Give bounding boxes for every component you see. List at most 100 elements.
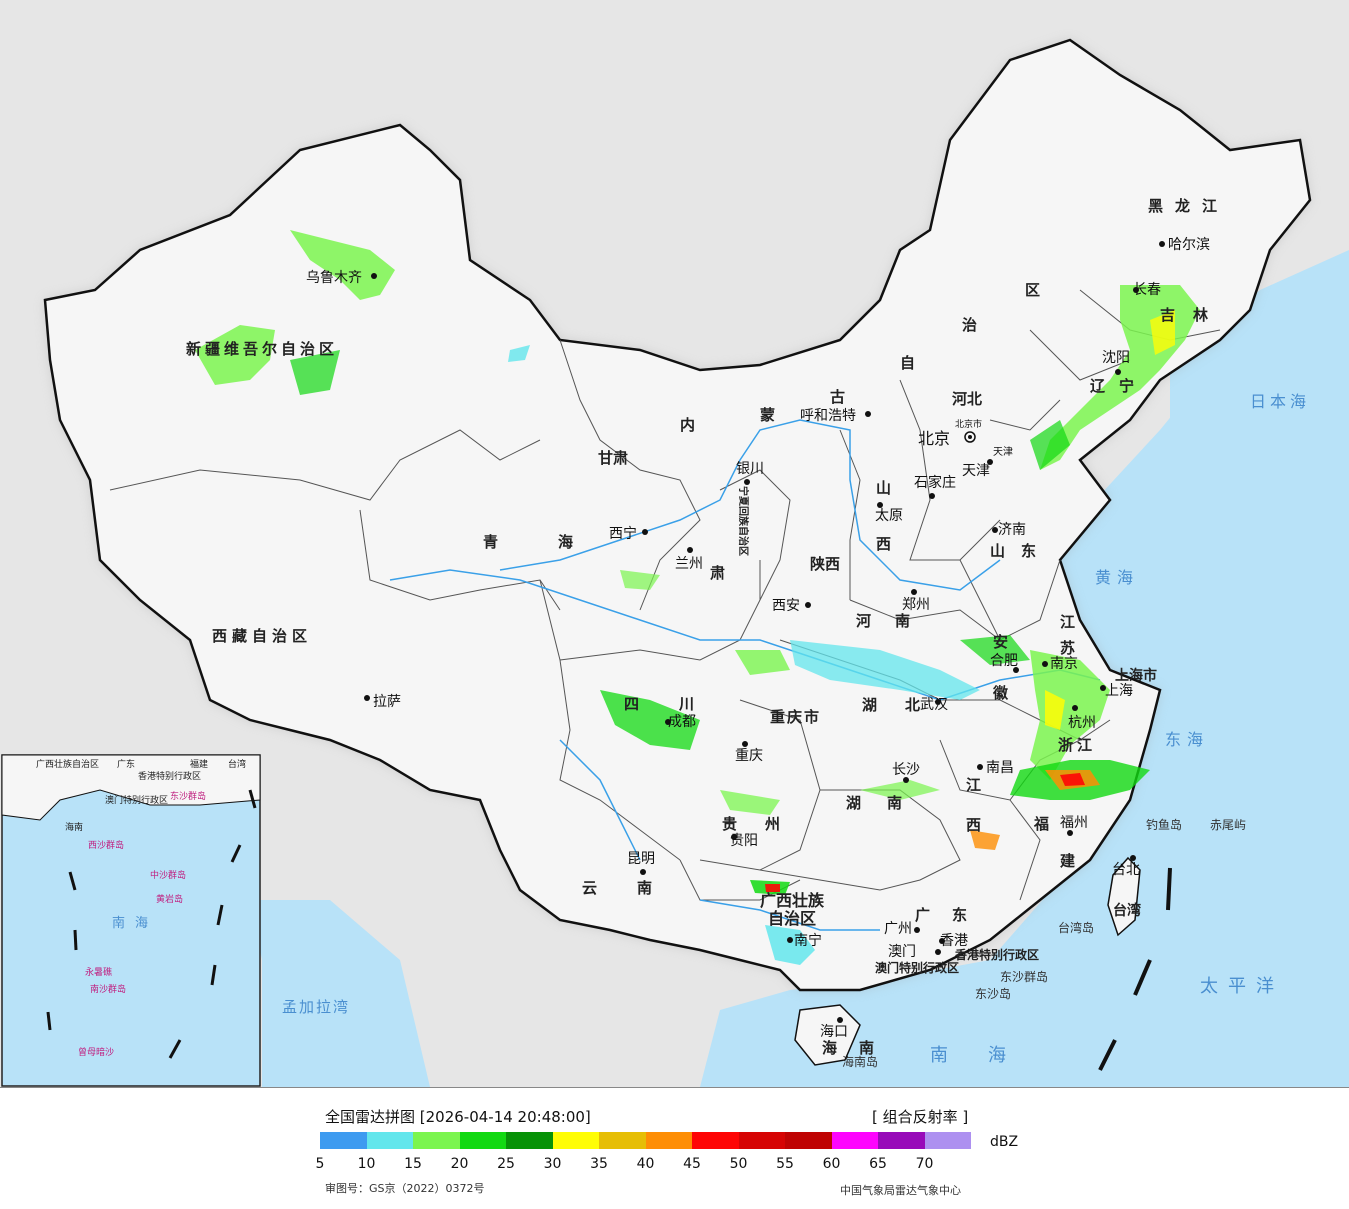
city-fuzhou: 福州 — [1060, 815, 1088, 831]
region-fujian-b: 建 — [1060, 852, 1076, 870]
city-beijing-small: 北京市 — [955, 418, 982, 430]
bengal-sea-area — [250, 900, 430, 1087]
color-swatch-5 — [552, 1132, 599, 1149]
color-swatch-10 — [785, 1132, 832, 1149]
region-liaoning: 辽宁 — [1090, 377, 1148, 395]
tick-label: 55 — [776, 1156, 794, 1172]
legend-panel: 全国雷达拼图 [2026-04-14 20:48:00] [ 组合反射率 ] d… — [0, 1087, 1349, 1209]
city-shanghai: 上海 — [1105, 683, 1133, 699]
sea-label-japan: 日本海 — [1250, 392, 1310, 411]
inset-taiwan: 台湾 — [228, 758, 246, 770]
legend-title: 全国雷达拼图 [2026-04-14 20:48:00] — [325, 1108, 591, 1126]
region-shandong: 山东 — [990, 542, 1052, 560]
island-dongsha: 东沙岛 — [975, 986, 1011, 1001]
tick-label: 40 — [636, 1156, 655, 1172]
region-hubei: 湖北 — [862, 696, 948, 714]
tick-label: 60 — [822, 1156, 841, 1172]
region-shanghai: 上海市 — [1115, 667, 1157, 684]
radar-map: 日本海 黄海 东海 太平洋 南海 孟加拉湾 新疆维吾尔自治区 西藏自治区 青海 … — [0, 0, 1349, 1087]
region-anhui-b: 徽 — [992, 684, 1009, 702]
inset-hainan: 海南 — [65, 821, 83, 833]
region-jiangsu-a: 江 — [1060, 613, 1075, 631]
city-guangzhou: 广州 — [884, 921, 912, 937]
maritime-boundary — [1098, 867, 1172, 1071]
region-anhui-a: 安 — [993, 633, 1008, 651]
legend-unit: dBZ — [990, 1134, 1019, 1150]
region-jiangsu-b: 苏 — [1060, 639, 1075, 657]
region-neimenggu-f: 区 — [1025, 281, 1040, 299]
tick-label: 15 — [404, 1156, 422, 1172]
region-jiangxi-a: 江 — [966, 776, 981, 794]
tick-label: 70 — [915, 1156, 934, 1172]
color-swatch-8 — [692, 1132, 739, 1149]
city-wuhan: 武汉 — [920, 697, 948, 713]
region-neimenggu-b: 蒙 — [760, 406, 775, 424]
city-hefei: 合肥 — [990, 653, 1018, 669]
city-taiyuan: 太原 — [875, 508, 903, 524]
region-guangdong: 广东 — [915, 906, 989, 924]
region-hainan: 海南 — [822, 1039, 896, 1057]
region-neimenggu-a: 内 — [680, 416, 695, 434]
region-jilin: 吉林 — [1160, 306, 1226, 324]
sea-label-bengal: 孟加拉湾 — [282, 998, 350, 1016]
color-scale-bar — [320, 1132, 971, 1149]
region-chongqing: 重庆市 — [770, 708, 821, 726]
tick-label: 35 — [590, 1156, 608, 1172]
region-shaanxi: 陕西 — [810, 555, 840, 573]
radar-echoes — [195, 230, 1200, 965]
inset-zengmu: 曾母暗沙 — [78, 1046, 114, 1058]
japan-sea-area — [1170, 250, 1349, 470]
city-harbin: 哈尔滨 — [1168, 237, 1210, 253]
inset-huangyan: 黄岩岛 — [156, 893, 183, 905]
city-macau: 澳门 — [888, 944, 916, 960]
city-hohhot: 呼和浩特 — [800, 408, 856, 424]
hainan-island — [794, 1004, 861, 1066]
region-yunnan: 云南 — [582, 879, 692, 897]
city-taipei: 台北 — [1112, 862, 1140, 878]
color-swatch-4 — [506, 1132, 553, 1149]
city-shenyang: 沈阳 — [1102, 350, 1130, 366]
region-hunan: 湖南 — [846, 794, 928, 812]
region-zhejiang: 浙江 — [1058, 736, 1096, 754]
taiwan-island — [1107, 856, 1141, 937]
city-hangzhou: 杭州 — [1068, 715, 1096, 731]
region-tianjin: 天津 — [993, 446, 1013, 458]
sea-label-south: 南海 — [930, 1045, 1046, 1066]
city-kunming: 昆明 — [627, 851, 655, 867]
tick-label: 5 — [315, 1156, 325, 1172]
inset-nansha: 南沙群岛 — [90, 983, 126, 995]
island-taiwan: 台湾岛 — [1058, 920, 1094, 935]
pacific-sea-area — [700, 260, 1349, 1087]
legend-product: [ 组合反射率 ] — [872, 1108, 969, 1126]
color-swatch-12 — [878, 1132, 925, 1149]
city-changsha: 长沙 — [892, 762, 920, 778]
region-neimenggu-e: 治 — [962, 316, 977, 334]
inset-guangdong: 广东 — [117, 758, 135, 770]
region-henan: 河南 — [856, 612, 934, 630]
city-haikou: 海口 — [820, 1024, 848, 1040]
color-swatch-2 — [413, 1132, 460, 1149]
color-swatch-11 — [831, 1132, 878, 1149]
region-hebei: 河北 — [952, 390, 982, 408]
city-markers — [364, 241, 1165, 1023]
city-lhasa: 拉萨 — [373, 694, 401, 710]
inset-macau: 澳门特别行政区 — [105, 794, 168, 806]
city-chengdu: 成都 — [668, 714, 696, 730]
tick-label: 30 — [543, 1156, 562, 1172]
tick-label: 20 — [450, 1156, 469, 1172]
region-fujian-a: 福 — [1033, 815, 1049, 833]
color-swatch-9 — [738, 1132, 785, 1149]
city-xian: 西安 — [772, 598, 800, 614]
region-guangxi-b: 自治区 — [768, 909, 816, 928]
region-macau: 澳门特别行政区 — [875, 960, 959, 975]
city-xining: 西宁 — [609, 525, 637, 542]
city-guiyang: 贵阳 — [730, 833, 758, 849]
inset-yongshu: 永暑礁 — [85, 966, 112, 978]
city-zhengzhou: 郑州 — [902, 597, 930, 613]
region-gansu: 甘肃 — [598, 449, 628, 467]
inset-xisha: 西沙群岛 — [88, 839, 124, 851]
color-swatch-13 — [924, 1132, 971, 1149]
sea-label-east: 东海 — [1165, 730, 1209, 749]
region-shanxi-b: 西 — [876, 535, 891, 553]
city-yinchuan: 银川 — [736, 461, 764, 477]
